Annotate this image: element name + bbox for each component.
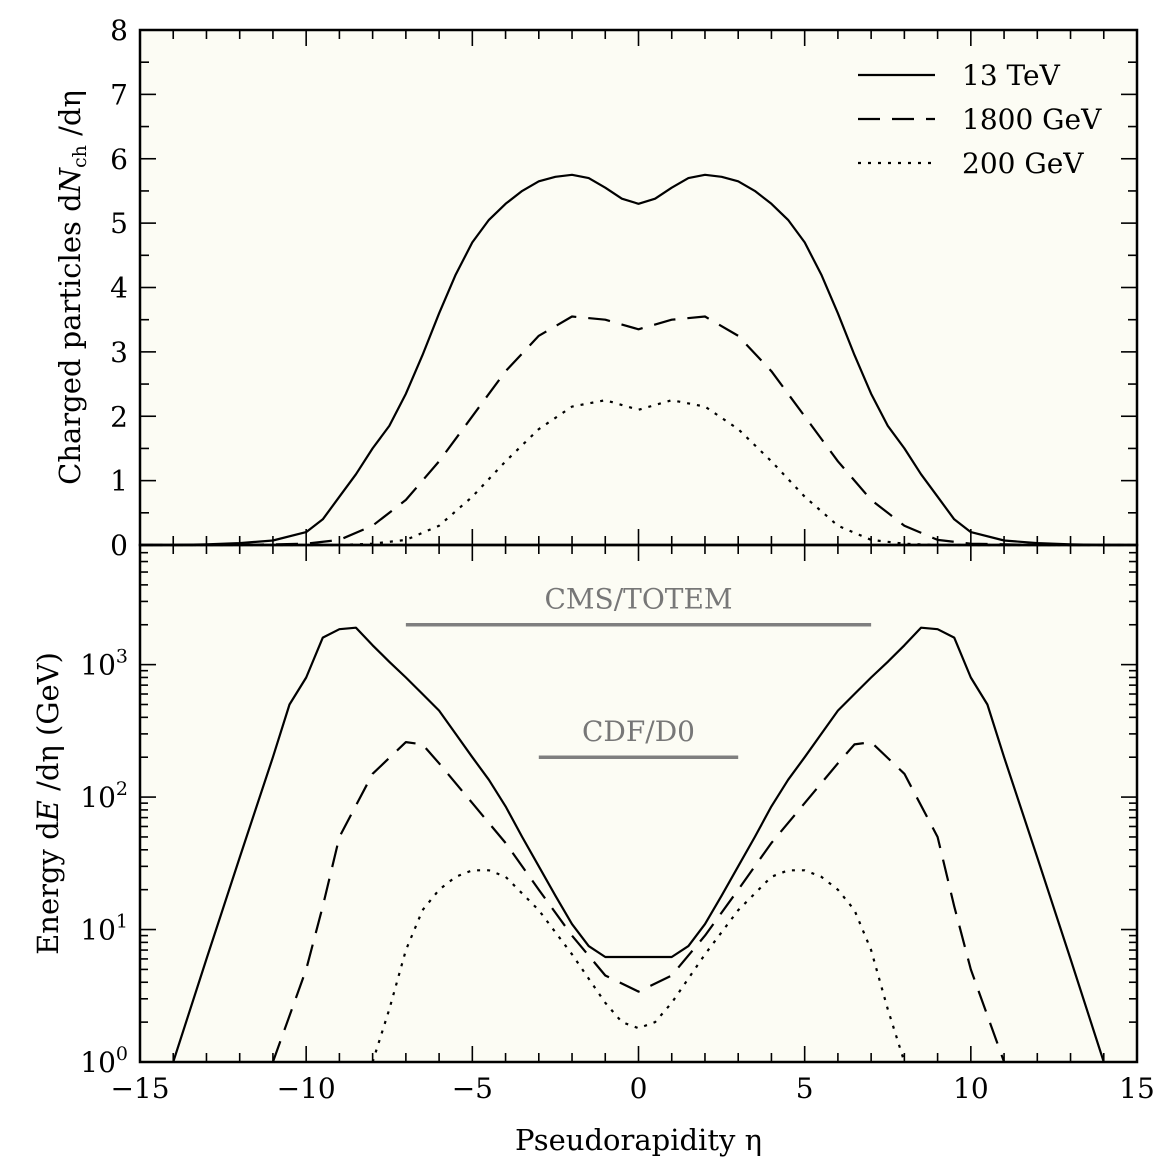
- tick-base: 10: [80, 1046, 116, 1079]
- tick-exponent: 2: [116, 778, 128, 800]
- top-y-tick-label: 8: [110, 14, 128, 47]
- top-y-tick-label: 3: [110, 336, 128, 369]
- bottom-y-tick-label: 103: [80, 646, 128, 682]
- experiment-annotations: CMS/TOTEM CDF/D0: [405, 583, 872, 759]
- bottom-series-1: [172, 626, 1105, 1063]
- tick-exponent: 1: [116, 911, 128, 933]
- annotation-label-2: CDF/D0: [582, 715, 695, 748]
- top-y-axis-label-sub: ch: [69, 145, 91, 168]
- bottom-y-axis-label: Energy dE /dη (GeV): [31, 652, 65, 955]
- top-y-axis-label-main: Charged particles d: [53, 193, 87, 485]
- bottom-y-tick-label: 101: [80, 911, 128, 947]
- legend-label-2: 1800 GeV: [962, 103, 1102, 136]
- top-series-3: [140, 399, 1137, 547]
- tick-base: 10: [80, 781, 116, 814]
- top-panel-series: [140, 173, 1137, 547]
- top-y-tick-label: 0: [110, 529, 128, 562]
- bottom-panel-background: [140, 545, 1137, 1062]
- bottom-y-axis-label-tail: /dη (GeV): [31, 652, 65, 800]
- tick-base: 10: [80, 914, 116, 947]
- top-y-tick-label: 5: [110, 207, 128, 240]
- legend: 13 TeV 1800 GeV 200 GeV: [858, 59, 1102, 180]
- bottom-y-tick-label: 102: [80, 778, 128, 814]
- x-tick-label: −10: [277, 1072, 336, 1105]
- bottom-y-tick-label: 100: [80, 1043, 128, 1079]
- legend-label-1: 13 TeV: [962, 59, 1061, 92]
- top-y-axis-label-tail: /dη: [53, 90, 87, 145]
- top-y-tick-label: 6: [110, 143, 128, 176]
- x-tick-label: 5: [796, 1072, 814, 1105]
- top-panel-background: [140, 30, 1137, 545]
- x-axis-label: Pseudorapidity η: [515, 1123, 762, 1157]
- tick-exponent: 0: [116, 1043, 128, 1065]
- legend-label-3: 200 GeV: [962, 147, 1084, 180]
- top-y-axis-label-var: N: [53, 166, 87, 194]
- bottom-y-axis-label-main: Energy d: [31, 821, 65, 955]
- top-y-axis-label: Charged particles dNch /dη: [53, 90, 91, 485]
- tick-exponent: 3: [116, 646, 128, 668]
- top-y-tick-label: 2: [110, 400, 128, 433]
- top-series-1: [140, 173, 1137, 547]
- x-tick-label: −15: [110, 1072, 169, 1105]
- top-series-2: [140, 315, 1137, 547]
- x-tick-label: 10: [953, 1072, 989, 1105]
- bottom-y-axis-label-var: E: [31, 800, 65, 822]
- bottom-panel-series: [172, 626, 1105, 1063]
- top-y-tick-label: 4: [110, 272, 128, 305]
- tick-base: 10: [80, 649, 116, 682]
- bottom-panel-frame: [138, 543, 1139, 1064]
- bottom-series-2: [271, 741, 1006, 1063]
- x-tick-label: 0: [630, 1072, 648, 1105]
- x-tick-label: 15: [1119, 1072, 1155, 1105]
- annotation-label-1: CMS/TOTEM: [544, 583, 732, 616]
- top-y-tick-label: 1: [110, 465, 128, 498]
- x-tick-label: −5: [452, 1072, 493, 1105]
- top-y-tick-label: 7: [110, 78, 128, 111]
